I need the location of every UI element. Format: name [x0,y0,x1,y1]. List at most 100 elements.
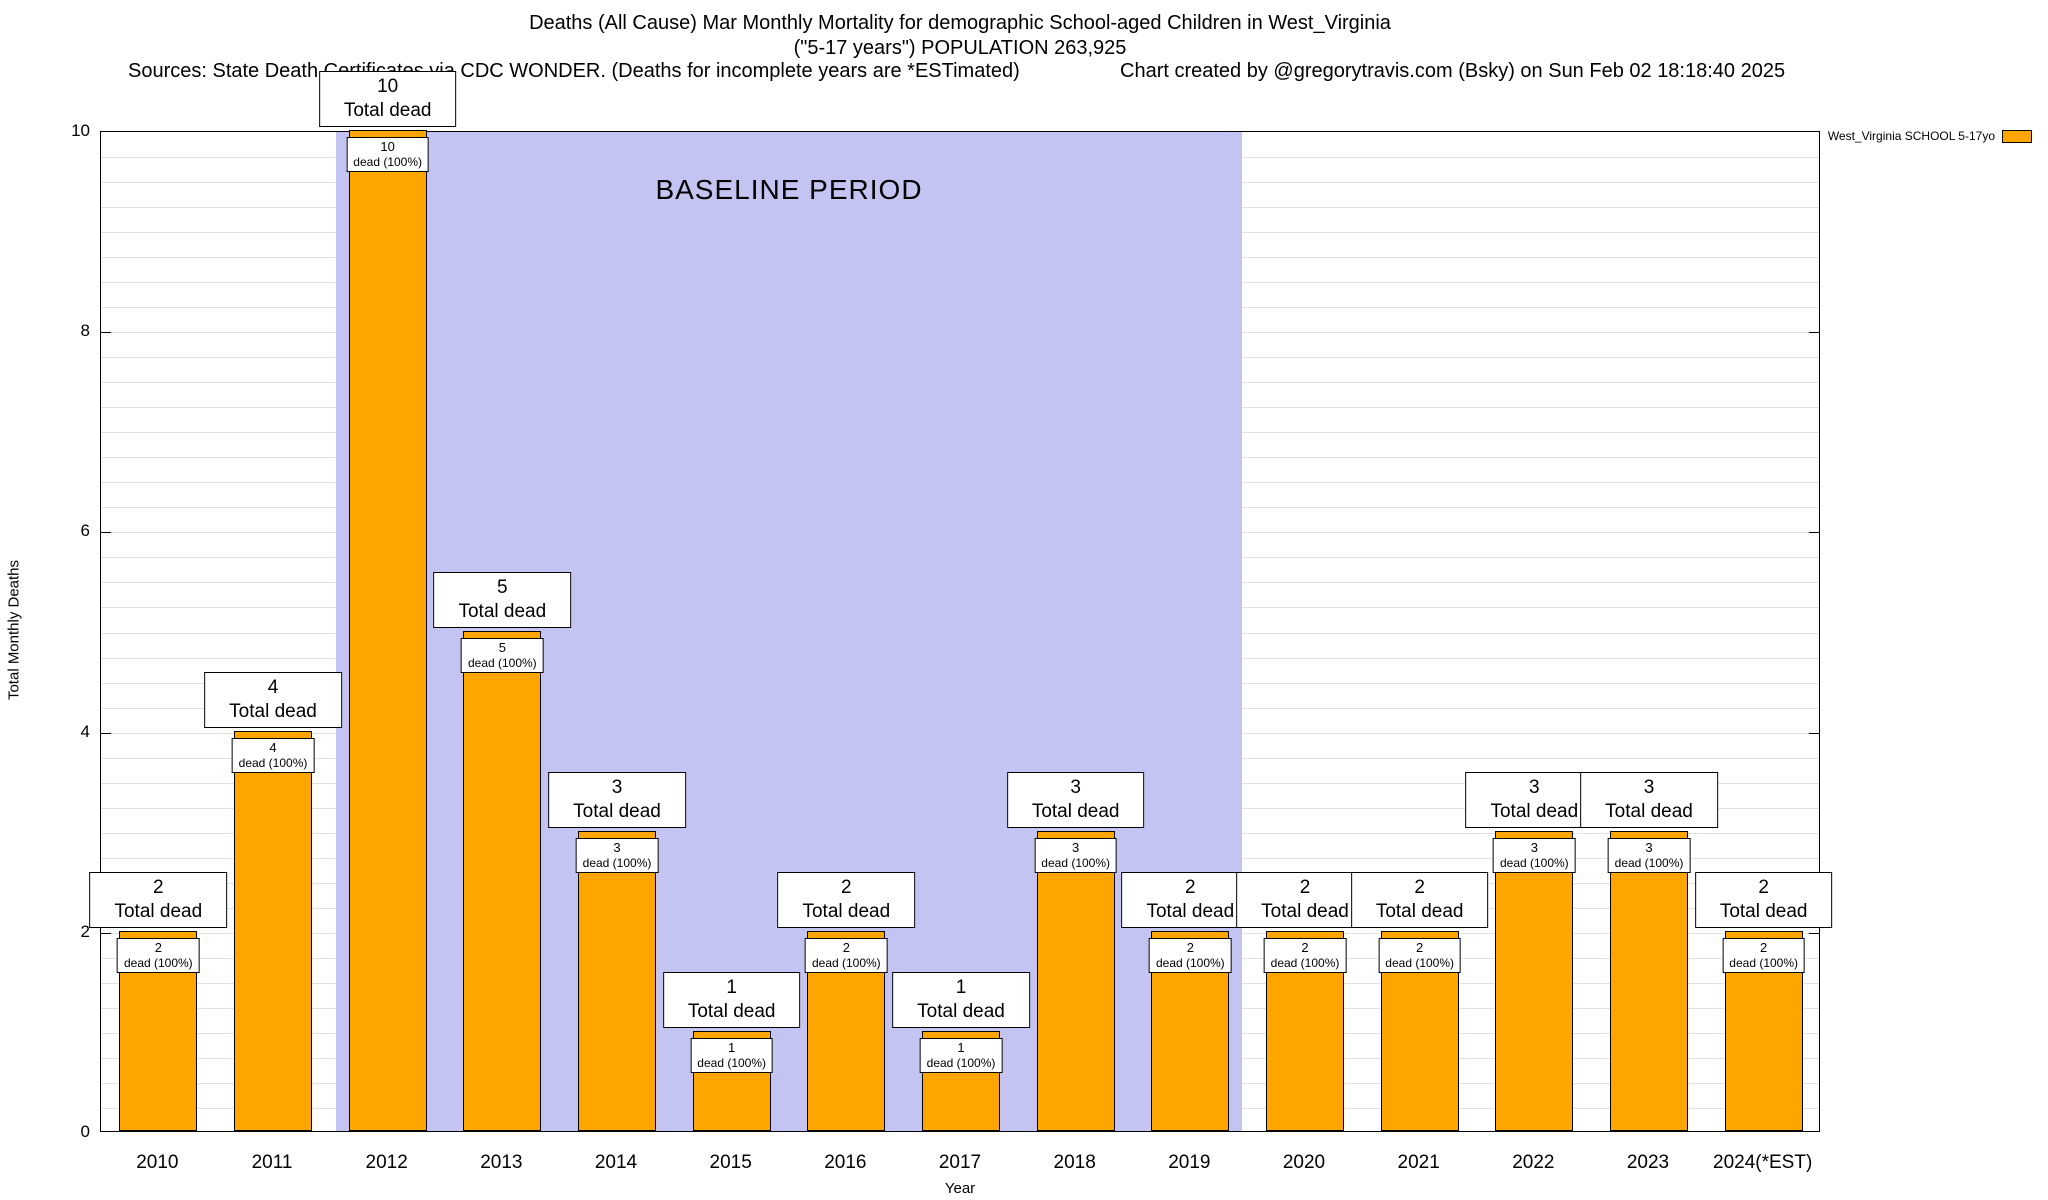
x-tick-label: 2015 [709,1152,752,1173]
bar-inner-suffix: dead (100%) [1729,955,1799,970]
bar-total-label: 2 Total dead [1694,871,1833,928]
bar-total-value: 3 [611,776,623,798]
legend-swatch-icon [2002,129,2032,143]
y-tick [1809,532,1819,534]
bar-inner-value: 1 [728,1039,736,1055]
bar-inner-label: 3 dead (100%) [1492,837,1576,873]
bar-inner-value: 2 [1760,939,1768,955]
x-tick-label: 2011 [251,1152,293,1173]
bar-total-label: 2 Total dead [89,871,228,928]
bar [348,130,427,1131]
bar-total-label: 3 Total dead [548,771,686,828]
x-axis-title: Year [944,1180,976,1197]
bar-inner-value: 2 [154,939,162,955]
bar [1610,830,1688,1131]
bar-inner-label: 2 dead (100%) [1378,937,1462,973]
x-tick-label: 2021 [1397,1152,1440,1173]
bar-inner-value: 2 [1186,939,1194,955]
bar-total-label: 3 Total dead [1580,771,1718,828]
bar-inner-label: 3 dead (100%) [1034,837,1118,873]
bar-inner-suffix: dead (100%) [697,1055,767,1070]
y-tick [101,532,111,534]
bar-total-value: 2 [153,876,164,898]
bar-inner-value: 2 [842,939,850,955]
bar-total-label: 3 Total dead [1006,771,1145,828]
y-tick [101,732,111,734]
y-tick-label: 0 [80,1122,90,1141]
bar-total-value: 3 [1643,776,1655,798]
y-tick-label: 2 [80,921,90,941]
chart-title-line2: ("5-17 years") POPULATION 263,925 [793,37,1127,59]
bar-inner-value: 3 [1530,839,1538,855]
bar-inner-suffix: dead (100%) [467,655,537,670]
y-tick [101,332,111,334]
bar-inner-suffix: dead (100%) [811,955,881,970]
bar-inner-label: 3 dead (100%) [575,837,659,873]
bar-total-value: 2 [1299,876,1311,898]
bar-inner-label: 3 dead (100%) [1607,837,1691,873]
bar-total-value: 2 [841,876,852,898]
bar-inner-label: 2 dead (100%) [1148,937,1232,973]
y-tick [1809,932,1819,934]
bar-total-suffix: Total dead [917,1000,1005,1022]
x-tick-label: 2012 [365,1152,408,1173]
baseline-period-label: BASELINE PERIOD [655,174,923,205]
bar-inner-value: 1 [957,1039,965,1055]
bar-total-suffix: Total dead [229,700,317,722]
bar-inner-label: 2 dead (100%) [116,937,200,973]
bar-total-suffix: Total dead [573,800,661,822]
bar-inner-value: 2 [1301,939,1309,955]
bar-total-label: 1 Total dead [662,971,801,1028]
bar-total-value: 4 [267,676,279,698]
bar [1495,830,1574,1131]
y-tick-label: 4 [80,721,90,741]
credit-note: Chart created by @gregorytravis.com (Bsk… [1120,60,1786,82]
bar-inner-suffix: dead (100%) [582,855,652,870]
y-tick-label: 8 [80,321,90,341]
bar-inner-suffix: dead (100%) [238,755,308,770]
bar-total-value: 3 [1529,776,1540,798]
bar-inner-label: 2 dead (100%) [804,937,888,973]
bar-total-value: 1 [955,976,967,998]
bar-total-label: 4 Total dead [204,671,342,728]
bar-inner-suffix: dead (100%) [1270,955,1340,970]
bar-total-suffix: Total dead [1031,800,1120,822]
bar-total-suffix: Total dead [1719,900,1808,922]
bar-total-suffix: Total dead [1261,900,1349,922]
bar-total-label: 2 Total dead [777,871,916,928]
bar-total-suffix: Total dead [802,900,891,922]
x-tick-label: 2017 [938,1152,982,1173]
bar-inner-label: 10 dead (100%) [346,137,430,172]
bar-total-suffix: Total dead [1375,900,1464,922]
x-tick-label: 2020 [1282,1152,1326,1173]
bar [1036,830,1115,1131]
chart-title-line1: Deaths (All Cause) Mar Monthly Mortality… [529,12,1391,34]
bar-total-value: 2 [1758,876,1769,898]
y-tick-label: 6 [80,521,90,541]
bar-total-suffix: Total dead [1605,800,1693,822]
legend: West_Virginia SCHOOL 5-17yo [1828,129,2032,143]
legend-label: West_Virginia SCHOOL 5-17yo [1827,129,1995,143]
x-tick-label: 2016 [824,1152,867,1173]
bar-total-value: 10 [377,76,399,97]
bar-inner-value: 10 [380,139,395,154]
bar-total-value: 5 [497,576,508,598]
bar-total-label: 5 Total dead [433,571,572,628]
bar-total-label: 1 Total dead [892,971,1030,1028]
bar-inner-value: 3 [1072,839,1080,855]
bar [234,730,312,1131]
bar-total-label: 2 Total dead [1350,871,1489,928]
bar-inner-value: 4 [269,739,277,755]
y-tick [101,932,111,934]
bar-total-suffix: Total dead [343,100,432,121]
bar-total-value: 2 [1185,876,1196,898]
bar-inner-suffix: dead (100%) [353,155,423,169]
bar-inner-value: 2 [1416,939,1424,955]
bar-inner-suffix: dead (100%) [1614,855,1684,870]
bar-inner-label: 2 dead (100%) [1263,937,1347,973]
bar-inner-label: 1 dead (100%) [690,1037,774,1073]
bar-inner-value: 5 [498,639,506,655]
x-tick-label: 2024(*EST) [1713,1152,1813,1173]
bar-total-suffix: Total dead [1146,900,1235,922]
bar-total-suffix: Total dead [114,900,203,922]
